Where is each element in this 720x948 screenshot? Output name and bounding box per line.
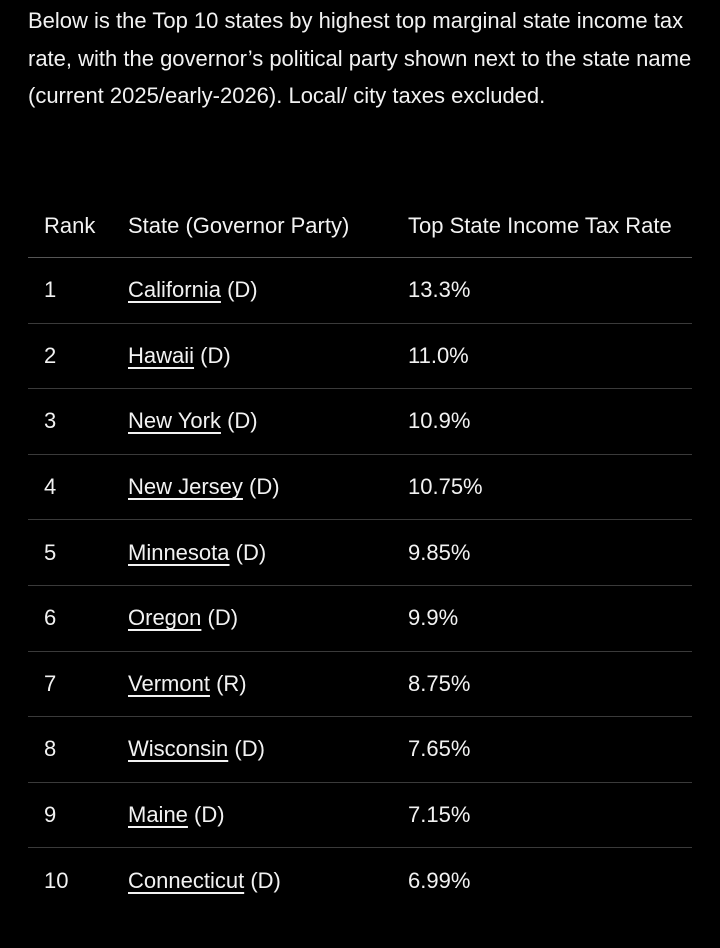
rate-cell: 11.0% [408,342,469,368]
header-cell: Rank [44,213,96,238]
intro-text: Below is the Top 10 states by highest to… [28,8,692,108]
table-row: 8 Wisconsin (D) 7.65% [28,717,692,783]
state-cell: Vermont (R) [128,671,408,697]
state-cell: New York (D) [128,408,408,434]
state-link[interactable]: Oregon [128,605,202,631]
party: (D) [234,736,265,762]
rank-cell: 8 [44,736,57,762]
state-cell: Oregon (D) [128,605,408,631]
state-link[interactable]: California [128,277,221,303]
state-link[interactable]: Maine [128,802,188,828]
party: (D) [250,868,281,894]
rank-cell: 2 [44,342,57,368]
rate-cell: 10.75% [408,474,483,500]
party: (D) [235,539,267,565]
party: (D) [227,277,258,303]
rank-cell: 1 [44,277,57,303]
state-link[interactable]: Connecticut [128,868,245,894]
rank-cell: 10 [44,868,69,894]
table: Rank State (Governor Party) Top State In… [28,195,692,914]
state-cell: Wisconsin (D) [128,736,408,762]
state-cell: California (D) [128,277,408,303]
state-cell: Minnesota (D) [128,540,408,566]
state-link[interactable]: Hawaii [128,342,195,368]
rate-cell: 8.75% [408,670,471,696]
state-cell: Hawaii (D) [128,343,408,369]
state-link[interactable]: Wisconsin [128,736,229,762]
state-link[interactable]: New Jersey [128,474,243,500]
rank-cell: 7 [44,670,57,696]
party: (D) [207,605,239,631]
state-cell: Connecticut (D) [128,868,408,894]
rate-cell: 9.9% [408,605,459,631]
party: (D) [249,474,280,500]
rank-cell: 4 [44,474,57,500]
party: (R) [216,670,247,696]
party: (D) [227,408,258,434]
table-row: 5 Minnesota (D) 9.85% [28,520,692,586]
state-cell: New Jersey (D) [128,474,408,500]
rate-cell: 10.9% [408,408,471,434]
state-cell: Maine (D) [128,802,408,828]
header-cell: Top State Income Tax Rate [408,213,672,238]
rate-cell: 7.15% [408,802,471,828]
table-row: 3 New York (D) 10.9% [28,389,692,455]
rate-cell: 6.99% [408,868,471,894]
rank-cell: 6 [44,605,57,631]
header-row: Rank State (Governor Party) Top State In… [28,195,692,258]
table-row: 7 Vermont (R) 8.75% [28,652,692,718]
table-row: 10 Connecticut (D) 6.99% [28,848,692,914]
table-row: 1 California (D) 13.3% [28,258,692,324]
rank-cell: 5 [44,539,57,565]
rate-cell: 13.3% [408,277,471,303]
state-link[interactable]: New York [128,408,221,434]
rank-cell: 9 [44,802,57,828]
header-cell: State (Governor Party) [128,213,350,238]
table-row: 9 Maine (D) 7.15% [28,783,692,849]
state-link[interactable]: Minnesota [128,539,230,565]
table-row: 4 New Jersey (D) 10.75% [28,455,692,521]
rate-cell: 7.65% [408,736,471,762]
state-link[interactable]: Vermont [128,670,210,696]
party: (D) [200,342,231,368]
party: (D) [194,802,225,828]
rank-cell: 3 [44,408,57,434]
table-row: 6 Oregon (D) 9.9% [28,586,692,652]
rate-cell: 9.85% [408,539,471,565]
table-row: 2 Hawaii (D) 11.0% [28,324,692,390]
